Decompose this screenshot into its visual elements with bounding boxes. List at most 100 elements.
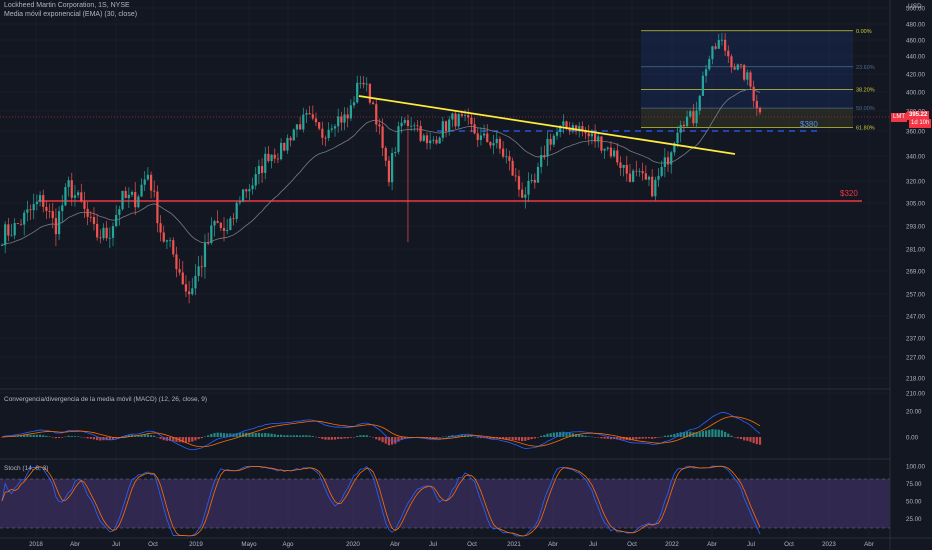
macd-histogram-bar [200, 437, 203, 439]
macd-histogram-bar [559, 431, 562, 437]
macd-histogram-bar [473, 436, 476, 438]
candle-body [543, 155, 546, 157]
macd-histogram-bar [359, 435, 362, 437]
candle-body [654, 179, 657, 197]
macd-histogram-bar [752, 437, 755, 444]
macd-histogram-bar [660, 436, 663, 438]
candle-body [61, 205, 64, 212]
macd-histogram-bar [425, 437, 429, 438]
macd-histogram-bar [689, 431, 692, 437]
macd-histogram-bar [711, 429, 714, 437]
candle-body [57, 211, 61, 235]
macd-histogram-bar [565, 432, 568, 437]
fib-zone [641, 30, 853, 67]
candle-body [555, 131, 559, 136]
candle-body [337, 116, 340, 127]
macd-histogram-bar [603, 437, 606, 439]
candle-body [29, 209, 32, 211]
candle-body [562, 121, 565, 126]
price-axis[interactable]: 500.00480.00460.00440.00420.00400.00380.… [906, 6, 925, 524]
candle-body [295, 124, 299, 130]
macd-histogram-bar [698, 432, 701, 437]
candle-body [724, 39, 727, 51]
macd-histogram-bar [387, 437, 391, 446]
macd-histogram-bar [600, 437, 603, 439]
macd-tick-label: 0.00 [906, 435, 919, 442]
candle-body [276, 158, 280, 160]
macd-histogram-bar [394, 437, 397, 444]
macd-histogram-bar [175, 437, 178, 442]
macd-histogram-bar [400, 437, 403, 440]
candle-body [162, 232, 165, 242]
macd-histogram-bar [222, 433, 226, 437]
candle-body [609, 147, 613, 157]
macd-histogram-bar [35, 434, 38, 437]
indicator-label[interactable]: Media móvil exponencial (EMA) (30, close… [4, 11, 138, 18]
macd-histogram-bar [188, 437, 191, 443]
candle-body [501, 148, 505, 157]
candle-body [260, 165, 264, 173]
time-axis[interactable]: 2018 Abr Jul Oct 2019 Mayo Ago 2020 Abr Jul Oct 202… [29, 541, 874, 548]
macd-histogram-bar [276, 434, 280, 437]
time-tick-label: Oct [148, 541, 158, 548]
macd-histogram-bar [371, 437, 375, 438]
candle-body [720, 39, 724, 41]
macd-histogram-bar [238, 433, 241, 437]
candle-body [406, 120, 410, 126]
candle-body [32, 204, 35, 211]
candle-body [270, 154, 273, 162]
candle-body [314, 118, 318, 123]
candle-body [89, 216, 92, 218]
macd-histogram-bar [578, 434, 581, 437]
macd-histogram-bar [727, 433, 730, 437]
macd-histogram-bar [70, 436, 73, 437]
price-tick-label: 440.00 [906, 54, 925, 61]
candle-body [35, 201, 38, 205]
candle-body [714, 46, 717, 49]
candle-body [153, 190, 156, 192]
macd-histogram-bar [16, 435, 19, 437]
price-tick-label: 247.00 [906, 314, 925, 321]
macd-pane [0, 412, 762, 451]
macd-histogram-bar [305, 435, 308, 437]
macd-histogram-bar [241, 432, 245, 437]
candle-body [540, 155, 543, 167]
candle-body [758, 108, 762, 113]
macd-histogram-bar [498, 437, 502, 439]
candle-body [536, 166, 540, 183]
candle-body [581, 126, 584, 132]
macd-histogram-bar [704, 430, 708, 437]
stoch-d-line [1, 465, 761, 537]
time-tick-label: Jul [589, 541, 597, 548]
candle-body [140, 184, 143, 197]
macd-histogram-bar [555, 432, 559, 437]
macd-title[interactable]: Convergencia/divergencia de la media móv… [4, 396, 208, 403]
candle-body [632, 170, 635, 182]
time-tick-label: Abr [70, 541, 80, 548]
macd-histogram-bar [673, 433, 676, 437]
macd-histogram-bar [83, 437, 86, 438]
candle-body [549, 138, 552, 145]
fib-zone [641, 108, 853, 128]
candle-body [13, 223, 16, 236]
candle-body [559, 125, 562, 132]
macd-histogram-bar [61, 437, 64, 438]
descending-trendline[interactable] [358, 95, 736, 155]
macd-histogram-bar [191, 437, 194, 442]
candle-body [644, 173, 647, 180]
price-tick-label: 340.00 [906, 154, 925, 161]
macd-histogram-bar [435, 437, 438, 439]
macd-histogram-bar [270, 433, 273, 437]
fibonacci-retracement[interactable]: 0.00% 23.60% 38.20% 50.00% 61.80% [641, 29, 875, 132]
candle-body [470, 117, 473, 125]
candle-body [597, 136, 600, 142]
macd-histogram-bar [692, 432, 695, 437]
candle-body [4, 224, 7, 246]
stoch-title[interactable]: Stoch (14, 6, 3) [4, 465, 49, 472]
macd-histogram-bar [216, 432, 219, 437]
macd-histogram-bar [574, 434, 578, 437]
candle-body [197, 266, 200, 276]
candle-body [530, 179, 533, 182]
candle-body [429, 140, 432, 144]
